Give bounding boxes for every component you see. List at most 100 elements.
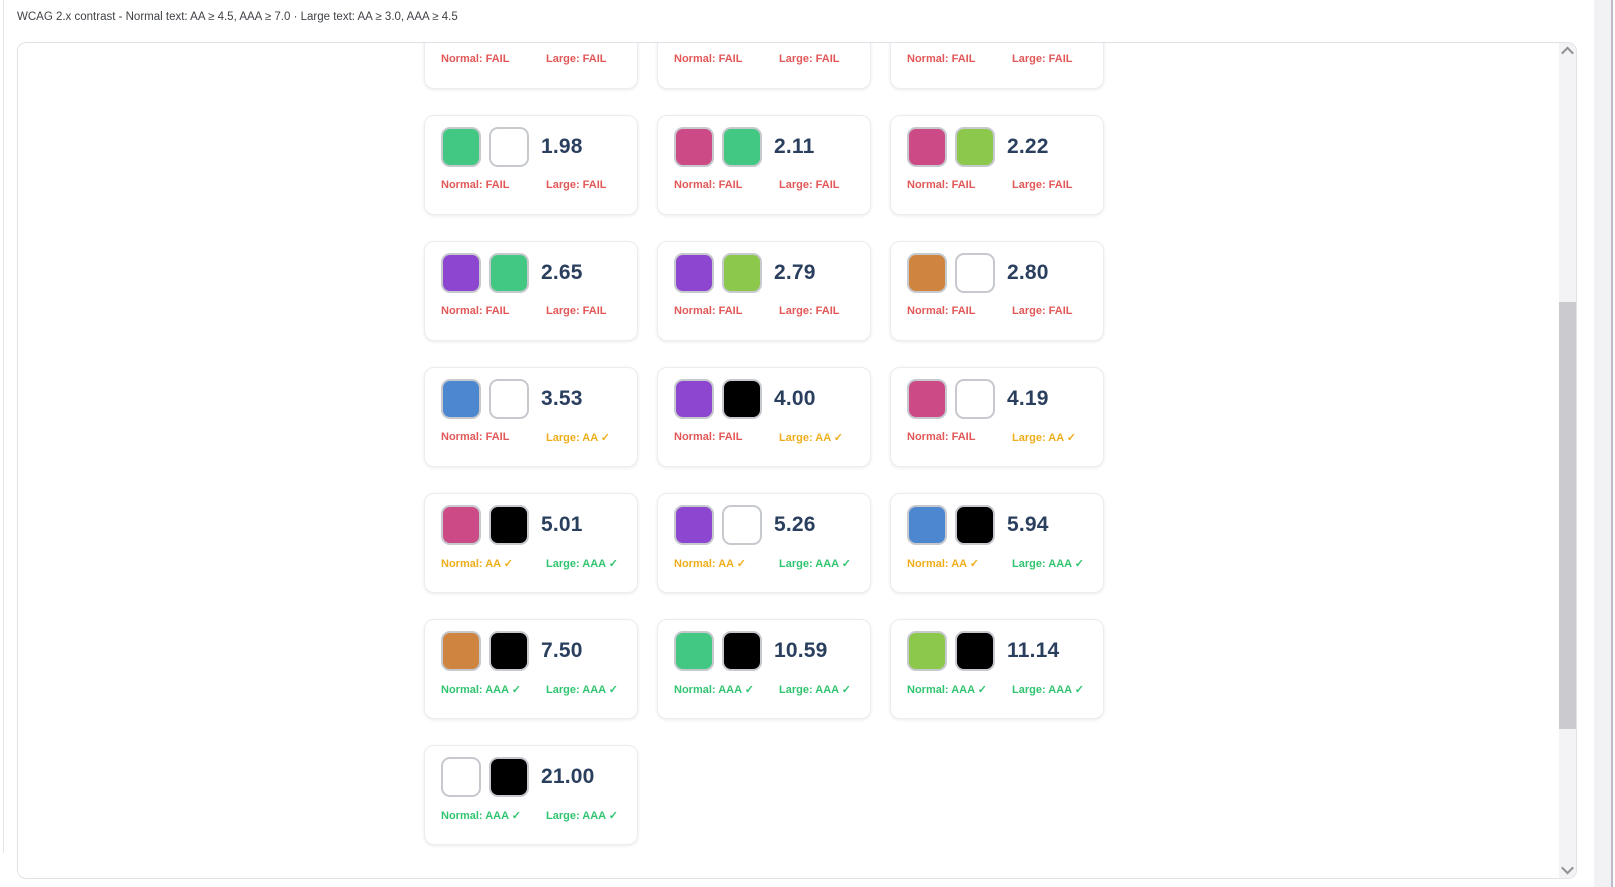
chevron-down-icon — [1561, 861, 1574, 875]
swatch-row: 2.79 — [674, 253, 854, 293]
label-row: Normal: FAIL Large: FAIL — [674, 53, 856, 65]
wcag-legend: WCAG 2.x contrast - Normal text: AA ≥ 4.… — [17, 11, 458, 23]
color-swatch-1 — [674, 505, 714, 545]
contrast-card: 3.53 Normal: FAIL Large: AA ✓ — [424, 367, 638, 467]
contrast-card: Normal: FAIL Large: FAIL — [424, 43, 638, 89]
contrast-card: 5.01 Normal: AA ✓ Large: AAA ✓ — [424, 493, 638, 593]
color-swatch-2 — [489, 127, 529, 167]
color-swatch-1 — [674, 127, 714, 167]
swatch-row: 2.22 — [907, 127, 1087, 167]
color-swatch-1 — [674, 253, 714, 293]
contrast-card: 5.94 Normal: AA ✓ Large: AAA ✓ — [890, 493, 1104, 593]
scroll-down-button[interactable] — [1559, 861, 1576, 878]
swatch-row: 3.53 — [441, 379, 621, 419]
scrollbar-thumb[interactable] — [1559, 302, 1576, 729]
label-row: Normal: AAA ✓ Large: AAA ✓ — [441, 683, 623, 696]
swatch-row: 2.80 — [907, 253, 1087, 293]
color-swatch-1 — [674, 379, 714, 419]
contrast-card: 2.22 Normal: FAIL Large: FAIL — [890, 115, 1104, 215]
color-swatch-1 — [441, 757, 481, 797]
swatch-row: 1.98 — [441, 127, 621, 167]
large-status-label: Large: AAA ✓ — [1012, 558, 1084, 570]
large-status-label: Large: AA ✓ — [546, 432, 611, 444]
label-row: Normal: AAA ✓ Large: AAA ✓ — [441, 809, 623, 822]
normal-status-label: Normal: AA ✓ — [441, 558, 513, 570]
normal-status-label: Normal: FAIL — [441, 305, 510, 317]
large-status-label: Large: FAIL — [779, 53, 840, 65]
normal-status-label: Normal: AAA ✓ — [441, 810, 521, 822]
scrollbar-track[interactable] — [1559, 43, 1576, 878]
color-swatch-1 — [441, 127, 481, 167]
label-row: Normal: FAIL Large: FAIL — [674, 179, 856, 191]
outer-scrollbar-gutter — [1594, 0, 1613, 887]
contrast-scroll-area[interactable]: Normal: FAIL Large: FAIL Normal: FAIL La… — [17, 42, 1577, 879]
contrast-ratio: 3.53 — [541, 387, 583, 410]
normal-status-label: Normal: FAIL — [441, 431, 510, 443]
color-swatch-2 — [489, 505, 529, 545]
contrast-card: 5.26 Normal: AA ✓ Large: AAA ✓ — [657, 493, 871, 593]
normal-status-label: Normal: FAIL — [674, 431, 743, 443]
contrast-ratio: 2.80 — [1007, 261, 1049, 284]
label-row: Normal: FAIL Large: FAIL — [674, 305, 856, 317]
color-swatch-2 — [489, 631, 529, 671]
normal-status-label: Normal: FAIL — [907, 305, 976, 317]
swatch-row: 4.19 — [907, 379, 1087, 419]
normal-status-label: Normal: FAIL — [674, 179, 743, 191]
large-status-label: Large: FAIL — [779, 305, 840, 317]
color-swatch-1 — [907, 127, 947, 167]
label-row: Normal: AAA ✓ Large: AAA ✓ — [907, 683, 1089, 696]
contrast-card: 4.19 Normal: FAIL Large: AA ✓ — [890, 367, 1104, 467]
large-status-label: Large: FAIL — [779, 179, 840, 191]
contrast-card: 2.11 Normal: FAIL Large: FAIL — [657, 115, 871, 215]
cards-grid: Normal: FAIL Large: FAIL Normal: FAIL La… — [424, 43, 1104, 845]
normal-status-label: Normal: AAA ✓ — [907, 684, 987, 696]
contrast-ratio: 5.94 — [1007, 513, 1049, 536]
large-status-label: Large: FAIL — [546, 53, 607, 65]
contrast-ratio: 4.19 — [1007, 387, 1049, 410]
large-status-label: Large: FAIL — [1012, 179, 1073, 191]
scroll-up-button[interactable] — [1559, 43, 1576, 60]
color-swatch-2 — [955, 127, 995, 167]
label-row: Normal: FAIL Large: AA ✓ — [441, 431, 623, 444]
contrast-ratio: 21.00 — [541, 765, 595, 788]
color-swatch-1 — [441, 631, 481, 671]
large-status-label: Large: AAA ✓ — [546, 558, 618, 570]
contrast-ratio: 4.00 — [774, 387, 816, 410]
contrast-card: Normal: FAIL Large: FAIL — [657, 43, 871, 89]
swatch-row: 10.59 — [674, 631, 854, 671]
normal-status-label: Normal: AAA ✓ — [441, 684, 521, 696]
contrast-card: 2.65 Normal: FAIL Large: FAIL — [424, 241, 638, 341]
color-swatch-1 — [907, 253, 947, 293]
normal-status-label: Normal: AA ✓ — [674, 558, 746, 570]
label-row: Normal: FAIL Large: FAIL — [907, 305, 1089, 317]
contrast-ratio: 11.14 — [1007, 639, 1060, 662]
large-status-label: Large: AA ✓ — [779, 432, 844, 444]
large-status-label: Large: FAIL — [1012, 305, 1073, 317]
label-row: Normal: FAIL Large: AA ✓ — [907, 431, 1089, 444]
color-swatch-2 — [955, 379, 995, 419]
color-swatch-1 — [441, 505, 481, 545]
color-swatch-1 — [441, 379, 481, 419]
color-swatch-2 — [489, 757, 529, 797]
contrast-card: 11.14 Normal: AAA ✓ Large: AAA ✓ — [890, 619, 1104, 719]
normal-status-label: Normal: FAIL — [674, 305, 743, 317]
contrast-ratio: 10.59 — [774, 639, 828, 662]
contrast-card: 2.80 Normal: FAIL Large: FAIL — [890, 241, 1104, 341]
contrast-card: 21.00 Normal: AAA ✓ Large: AAA ✓ — [424, 745, 638, 845]
label-row: Normal: FAIL Large: FAIL — [441, 179, 623, 191]
contrast-ratio: 2.22 — [1007, 135, 1049, 158]
window-left-border — [3, 0, 4, 853]
swatch-row: 5.01 — [441, 505, 621, 545]
label-row: Normal: FAIL Large: AA ✓ — [674, 431, 856, 444]
label-row: Normal: FAIL Large: FAIL — [441, 53, 623, 65]
label-row: Normal: FAIL Large: FAIL — [441, 305, 623, 317]
color-swatch-2 — [489, 379, 529, 419]
label-row: Normal: FAIL Large: FAIL — [907, 53, 1089, 65]
color-swatch-2 — [489, 253, 529, 293]
color-swatch-2 — [722, 505, 762, 545]
color-swatch-1 — [907, 505, 947, 545]
contrast-ratio: 1.98 — [541, 135, 583, 158]
swatch-row: 2.11 — [674, 127, 854, 167]
normal-status-label: Normal: AAA ✓ — [674, 684, 754, 696]
color-swatch-2 — [722, 631, 762, 671]
